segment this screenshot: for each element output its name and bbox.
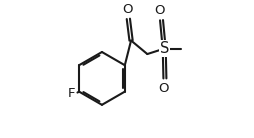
Text: S: S: [160, 41, 169, 56]
Text: O: O: [122, 3, 133, 16]
Text: O: O: [155, 4, 165, 17]
Text: F: F: [68, 87, 76, 100]
Text: O: O: [158, 82, 169, 95]
